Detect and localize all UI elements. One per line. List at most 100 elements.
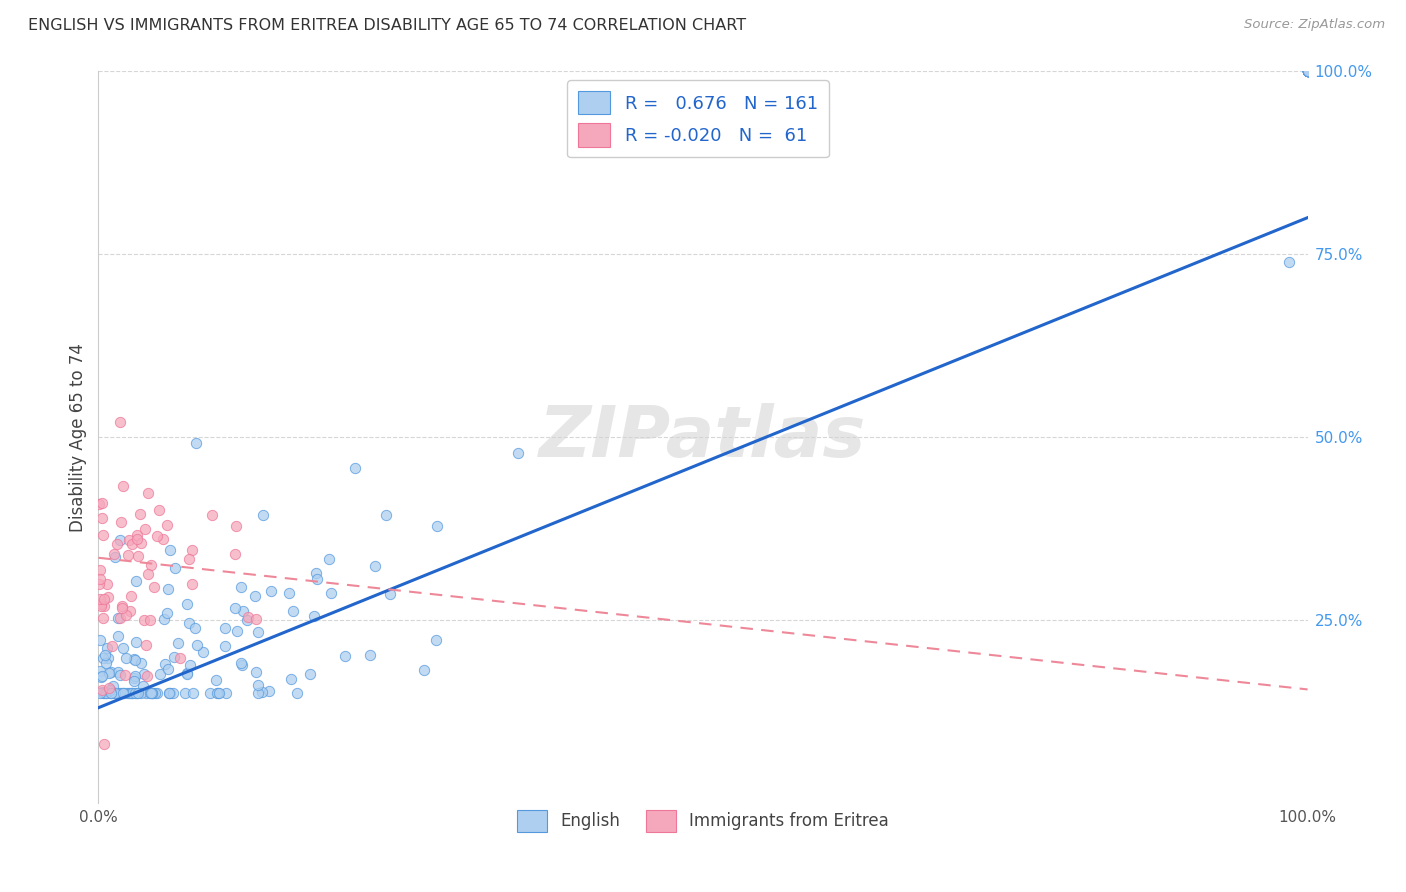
Point <box>110 515 132 529</box>
Point <box>246 678 269 692</box>
Point <box>90 684 112 698</box>
Point <box>121 537 143 551</box>
Point <box>186 639 208 653</box>
Point <box>120 589 142 603</box>
Point <box>125 574 148 589</box>
Point <box>153 657 176 671</box>
Point <box>1296 64 1319 78</box>
Point <box>245 612 267 626</box>
Point <box>1296 64 1319 78</box>
Point <box>136 486 159 500</box>
Point <box>229 580 252 594</box>
Point <box>105 537 128 551</box>
Text: ENGLISH VS IMMIGRANTS FROM ERITREA DISABILITY AGE 65 TO 74 CORRELATION CHART: ENGLISH VS IMMIGRANTS FROM ERITREA DISAB… <box>28 18 747 33</box>
Point <box>93 737 115 751</box>
Point <box>1296 64 1319 78</box>
Point <box>157 582 180 596</box>
Point <box>238 610 260 624</box>
Point <box>101 639 124 653</box>
Point <box>162 686 184 700</box>
Point <box>207 686 229 700</box>
Point <box>1296 64 1319 78</box>
Point <box>135 638 157 652</box>
Point <box>94 686 117 700</box>
Point <box>132 667 155 681</box>
Point <box>91 511 114 525</box>
Point <box>136 566 159 581</box>
Point <box>134 522 156 536</box>
Point <box>100 686 122 700</box>
Point <box>127 686 149 700</box>
Point <box>91 686 114 700</box>
Point <box>1296 64 1319 78</box>
Point <box>307 572 329 586</box>
Point <box>107 665 129 679</box>
Point <box>285 686 308 700</box>
Point <box>128 508 150 522</box>
Point <box>205 686 228 700</box>
Point <box>375 508 398 522</box>
Point <box>231 658 253 673</box>
Point <box>94 685 117 699</box>
Point <box>90 669 112 683</box>
Point <box>413 663 436 677</box>
Point <box>117 548 139 562</box>
Point <box>153 612 176 626</box>
Point <box>1296 64 1319 78</box>
Point <box>90 599 112 614</box>
Point <box>214 621 236 635</box>
Point <box>131 656 153 670</box>
Point <box>1296 64 1319 78</box>
Point <box>97 681 120 695</box>
Point <box>93 686 115 700</box>
Point <box>1296 64 1319 78</box>
Text: ZIPatlas: ZIPatlas <box>540 402 866 472</box>
Point <box>1296 64 1319 78</box>
Point <box>278 586 301 600</box>
Point <box>156 662 179 676</box>
Point <box>236 613 259 627</box>
Point <box>139 558 162 573</box>
Point <box>100 686 122 700</box>
Point <box>100 665 122 679</box>
Point <box>129 686 152 700</box>
Point <box>319 586 342 600</box>
Point <box>111 601 134 615</box>
Point <box>1278 254 1301 268</box>
Point <box>124 673 146 688</box>
Point <box>344 461 367 475</box>
Point <box>181 543 204 558</box>
Point <box>125 686 148 700</box>
Point <box>174 686 197 700</box>
Point <box>201 508 224 522</box>
Point <box>107 611 129 625</box>
Point <box>156 517 179 532</box>
Point <box>1296 64 1319 78</box>
Point <box>1296 64 1319 78</box>
Point <box>169 651 191 665</box>
Point <box>110 686 132 700</box>
Point <box>224 601 246 615</box>
Point <box>104 549 127 564</box>
Point <box>93 599 115 613</box>
Point <box>89 563 111 577</box>
Point <box>91 611 114 625</box>
Point <box>159 686 181 700</box>
Point <box>1296 64 1319 78</box>
Point <box>111 479 134 493</box>
Point <box>426 519 449 533</box>
Point <box>93 591 115 606</box>
Point <box>90 597 112 611</box>
Point <box>98 686 121 700</box>
Point <box>138 686 160 700</box>
Point <box>1296 64 1319 78</box>
Point <box>142 686 165 700</box>
Point <box>89 664 111 678</box>
Point <box>97 591 120 605</box>
Point <box>96 686 118 700</box>
Y-axis label: Disability Age 65 to 74: Disability Age 65 to 74 <box>69 343 87 532</box>
Point <box>1296 64 1319 78</box>
Point <box>181 686 204 700</box>
Point <box>101 679 124 693</box>
Point <box>87 497 110 511</box>
